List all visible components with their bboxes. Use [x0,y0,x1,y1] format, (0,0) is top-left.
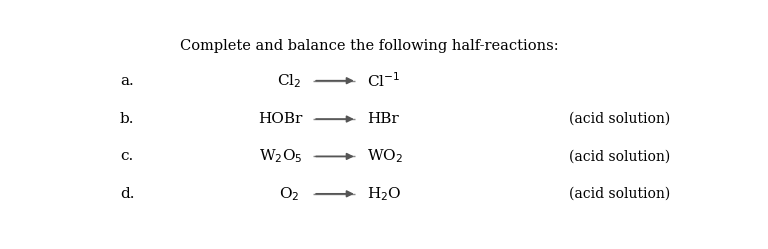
Text: a.: a. [120,74,134,88]
Text: (acid solution): (acid solution) [569,112,670,126]
Text: c.: c. [120,149,133,163]
Text: W$_2$O$_5$: W$_2$O$_5$ [259,148,303,165]
Text: (acid solution): (acid solution) [569,149,670,163]
Text: WO$_2$: WO$_2$ [367,148,403,165]
Text: d.: d. [120,187,134,201]
Text: HOBr: HOBr [258,112,303,126]
Text: H$_2$O: H$_2$O [367,185,401,203]
Text: Complete and balance the following half-reactions:: Complete and balance the following half-… [180,40,559,54]
Text: O$_2$: O$_2$ [280,185,300,203]
Text: Cl$^{-1}$: Cl$^{-1}$ [367,71,400,90]
Text: HBr: HBr [367,112,399,126]
Text: (acid solution): (acid solution) [569,187,670,201]
Text: Cl$_2$: Cl$_2$ [277,72,302,90]
Text: b.: b. [120,112,134,126]
